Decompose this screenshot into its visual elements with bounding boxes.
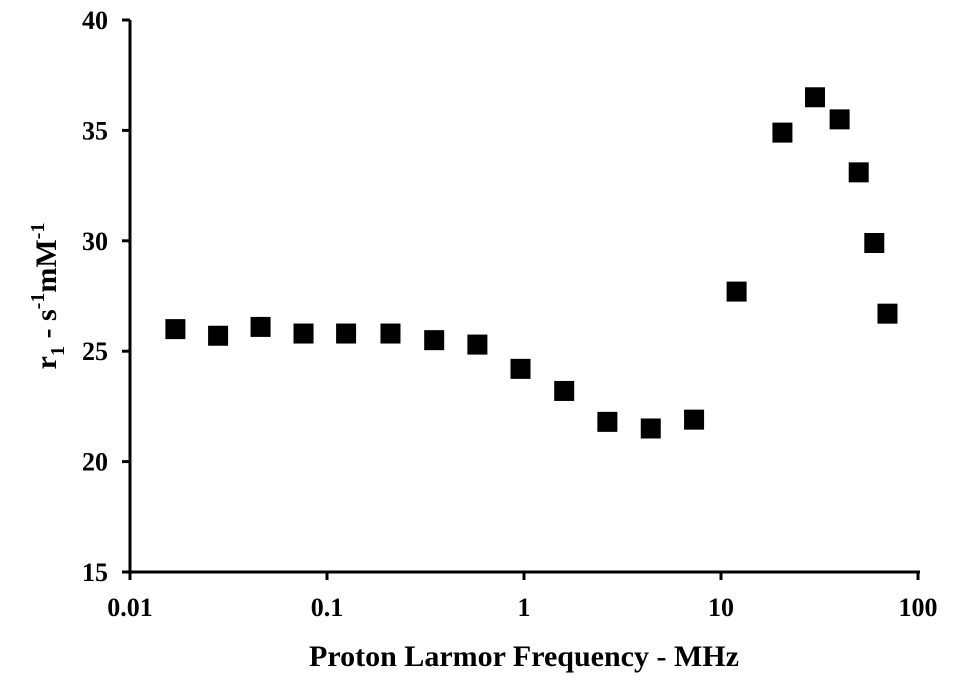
y-axis-title-subscript: 1: [47, 346, 69, 356]
data-point: [293, 323, 314, 344]
data-point: [208, 325, 229, 346]
data-point: [424, 330, 445, 351]
data-point: [554, 380, 575, 401]
data-point: [640, 418, 661, 439]
y-axis-title-superscript-b: -1: [27, 223, 49, 240]
y-tick-label: 30: [82, 227, 108, 256]
y-axis-ticks: 15 20 25 30 35 40: [82, 6, 130, 587]
data-points: [165, 87, 898, 439]
y-axis-title: r1 - s-1mM-1: [27, 223, 69, 370]
data-point: [597, 411, 618, 432]
data-point: [829, 109, 850, 130]
data-point: [336, 323, 357, 344]
data-point: [864, 233, 885, 254]
y-tick-label: 25: [82, 337, 108, 366]
data-point: [467, 334, 488, 355]
data-point: [804, 87, 825, 108]
data-point: [165, 319, 186, 340]
data-point: [877, 303, 898, 324]
data-point: [684, 409, 705, 430]
y-tick-label: 15: [82, 558, 108, 587]
y-axis-title-part-a: - s: [30, 309, 63, 346]
y-tick-label: 20: [82, 448, 108, 477]
x-tick-label: 0.1: [311, 593, 344, 622]
data-point: [380, 323, 401, 344]
y-axis-title-part-b: mM: [30, 239, 63, 292]
x-tick-label: 1: [518, 593, 531, 622]
data-point: [848, 162, 869, 183]
data-point: [726, 281, 747, 302]
x-tick-label: 0.01: [107, 593, 153, 622]
x-tick-label: 10: [708, 593, 734, 622]
x-axis-ticks: 0.01 0.1 1 10 100: [107, 572, 938, 622]
y-tick-label: 40: [82, 6, 108, 35]
data-point: [772, 122, 793, 143]
y-axis-title-superscript-a: -1: [27, 293, 49, 310]
y-tick-label: 35: [82, 116, 108, 145]
data-point: [250, 316, 271, 337]
x-tick-label: 100: [899, 593, 938, 622]
x-axis-title: Proton Larmor Frequency - MHz: [309, 640, 739, 673]
y-axis-title-main: r: [30, 356, 63, 369]
data-point: [510, 358, 531, 379]
